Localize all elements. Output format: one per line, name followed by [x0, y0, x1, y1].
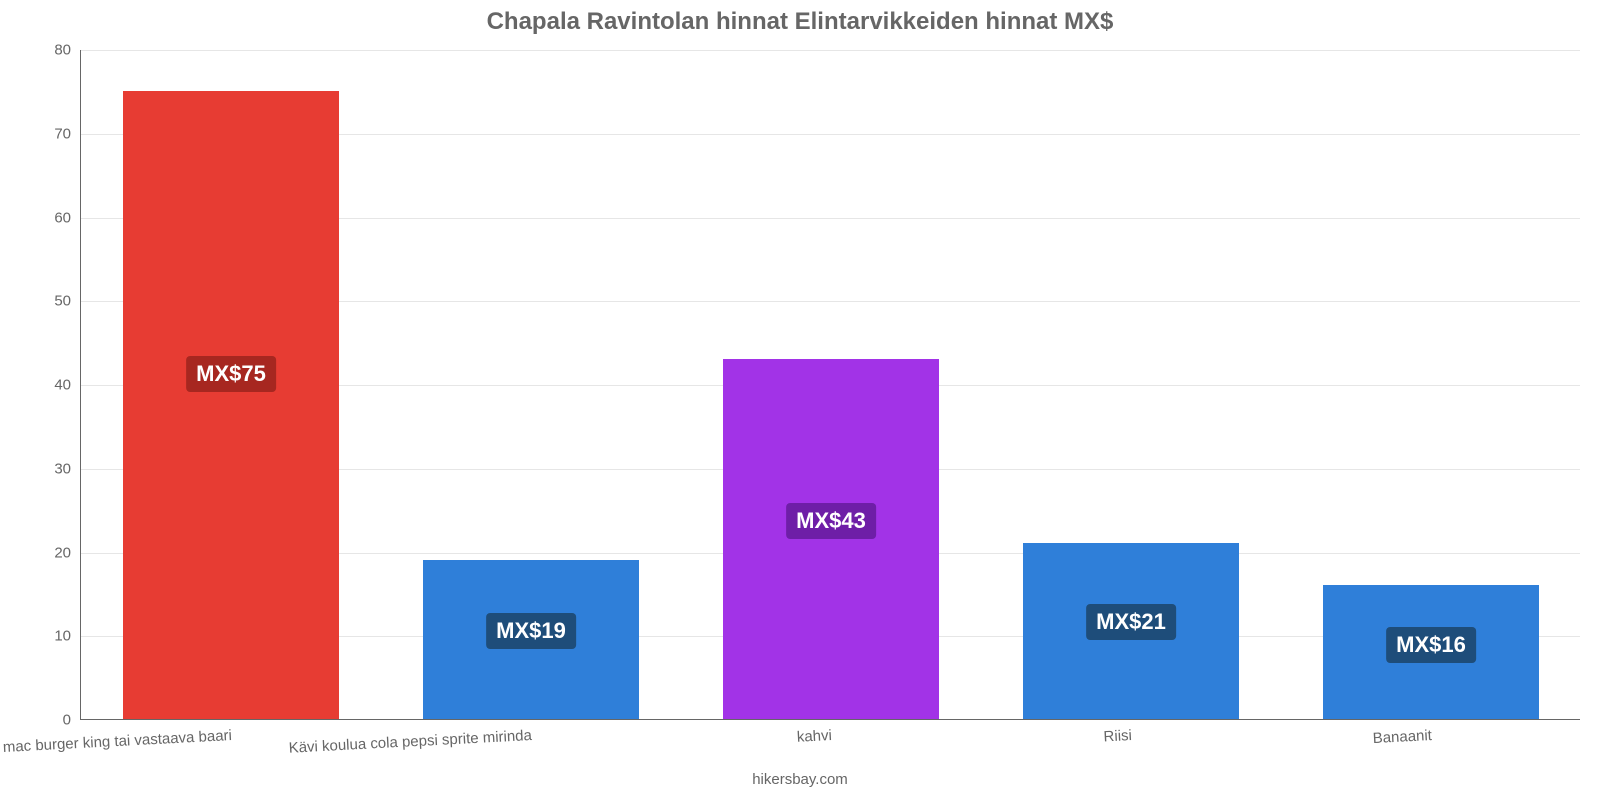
x-tick-label: Banaanit: [1372, 719, 1432, 747]
y-tick-label: 60: [54, 209, 81, 226]
plot-area: 01020304050607080MX$75mac burger king ta…: [80, 50, 1580, 720]
y-tick-label: 20: [54, 544, 81, 561]
y-tick-label: 30: [54, 460, 81, 477]
y-tick-label: 50: [54, 293, 81, 310]
bar-value-label: MX$43: [786, 503, 876, 539]
x-tick-label: Kävi koulua cola pepsi sprite mirinda: [288, 719, 532, 757]
gridline: [81, 50, 1580, 51]
y-tick-label: 0: [63, 712, 81, 729]
y-tick-label: 40: [54, 377, 81, 394]
bar: [123, 91, 339, 719]
x-tick-label: mac burger king tai vastaava baari: [2, 719, 232, 756]
x-tick-label: Riisi: [1103, 719, 1133, 745]
bar-value-label: MX$16: [1386, 627, 1476, 663]
bar-value-label: MX$75: [186, 356, 276, 392]
bar: [723, 359, 939, 719]
y-tick-label: 70: [54, 125, 81, 142]
chart-title: Chapala Ravintolan hinnat Elintarvikkeid…: [0, 8, 1600, 36]
bar-value-label: MX$21: [1086, 604, 1176, 640]
chart-container: Chapala Ravintolan hinnat Elintarvikkeid…: [0, 0, 1600, 800]
bar-value-label: MX$19: [486, 613, 576, 649]
y-tick-label: 10: [54, 628, 81, 645]
x-tick-label: kahvi: [796, 719, 832, 746]
attribution-text: hikersbay.com: [0, 771, 1600, 788]
y-tick-label: 80: [54, 42, 81, 59]
